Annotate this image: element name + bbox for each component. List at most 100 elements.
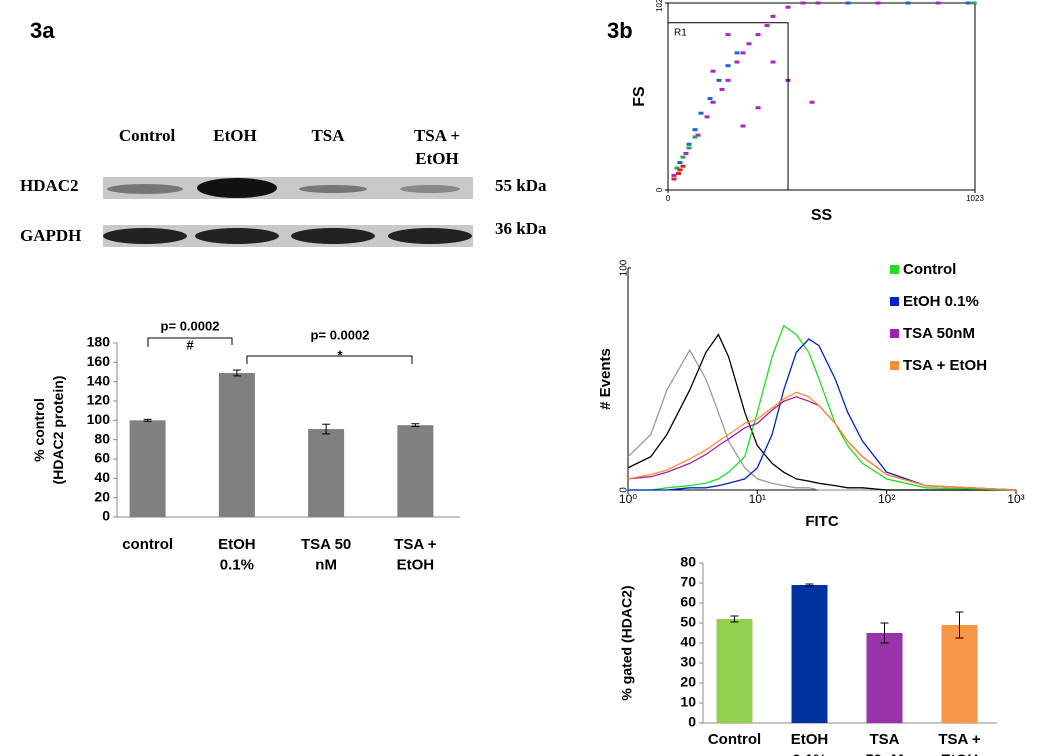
point xyxy=(677,161,683,165)
y-axis-label: % control (HDAC2 protein) xyxy=(31,376,66,485)
panel-label: 3b xyxy=(607,18,633,43)
point xyxy=(740,51,746,55)
series-line xyxy=(628,338,1017,491)
y-tick-label: 140 xyxy=(87,372,111,388)
series-line xyxy=(628,324,1017,491)
point xyxy=(725,78,731,82)
legend-swatch xyxy=(890,265,899,274)
band xyxy=(299,185,367,193)
y-tick-label: 120 xyxy=(87,392,111,408)
x-tick-label: TSA 50 nM xyxy=(301,536,351,573)
point xyxy=(785,5,791,9)
blot-strip xyxy=(103,225,473,247)
point xyxy=(725,64,731,68)
y-tick-label: 0 xyxy=(655,187,664,192)
point xyxy=(770,14,776,18)
point xyxy=(704,115,710,119)
band xyxy=(195,228,279,244)
y-tick-label: 60 xyxy=(94,450,110,466)
bar xyxy=(791,585,828,723)
point xyxy=(674,166,680,170)
point xyxy=(845,1,851,5)
x-tick-label: TSA +EtOH xyxy=(938,731,981,756)
point xyxy=(716,78,722,82)
y-axis-label: FS xyxy=(631,86,648,107)
y-axis-label: # Events xyxy=(597,348,614,410)
point xyxy=(671,173,677,177)
annotation: * xyxy=(337,347,343,362)
point xyxy=(677,168,683,172)
y-tick-label: 20 xyxy=(94,488,110,504)
series-line xyxy=(627,391,1017,491)
plot-frame xyxy=(667,2,976,191)
x-tick-label: 10⁰ xyxy=(619,492,637,506)
point xyxy=(719,87,725,91)
band xyxy=(291,228,375,244)
legend-swatch xyxy=(890,329,899,338)
y-tick-label: 0 xyxy=(688,714,696,730)
y-tick-label: 100 xyxy=(87,411,111,427)
x-tick-label: TSA +EtOH xyxy=(394,536,437,573)
x-tick-label: 10² xyxy=(878,492,895,506)
legend-swatch xyxy=(890,361,899,370)
blot-strip xyxy=(103,177,473,199)
x-axis-label: FITC xyxy=(805,513,838,530)
band xyxy=(400,185,460,193)
bar xyxy=(308,429,345,517)
y-tick-label: 0 xyxy=(102,508,110,524)
annotation: p= 0.0002 xyxy=(311,327,370,342)
point xyxy=(710,69,716,73)
band xyxy=(388,228,472,244)
y-tick-label: 70 xyxy=(680,574,696,590)
y-tick-label: 100 xyxy=(619,259,630,276)
y-tick-label: 10 xyxy=(680,694,696,710)
x-tick-label: 1023 xyxy=(966,194,984,203)
lane-label: TSA + EtOH xyxy=(414,126,460,168)
gate xyxy=(667,22,789,191)
point xyxy=(692,135,698,139)
lane-label: EtOH xyxy=(213,126,256,145)
point xyxy=(686,142,692,146)
x-tick-label: 10³ xyxy=(1007,492,1024,506)
point xyxy=(707,97,713,101)
band xyxy=(107,184,183,194)
y-tick-label: 50 xyxy=(680,614,696,630)
y-tick-label: 40 xyxy=(94,469,110,485)
bar xyxy=(941,625,978,723)
point xyxy=(692,128,698,132)
point xyxy=(698,111,704,115)
bar xyxy=(129,420,166,517)
y-tick-label: 60 xyxy=(680,594,696,610)
point xyxy=(740,124,746,128)
series-line xyxy=(627,396,1017,491)
y-tick-label: 30 xyxy=(680,654,696,670)
legend-label: Control xyxy=(903,261,956,278)
row-label: GAPDH xyxy=(20,226,81,245)
annotation: # xyxy=(186,337,194,352)
series-line xyxy=(627,333,1016,491)
bar xyxy=(218,372,255,517)
point xyxy=(755,106,761,110)
point xyxy=(671,177,677,181)
point xyxy=(683,151,689,155)
point xyxy=(676,172,682,176)
bracket xyxy=(147,337,233,347)
gate-label: R1 xyxy=(674,27,687,38)
annotation: p= 0.0002 xyxy=(161,318,220,333)
point xyxy=(935,1,941,5)
row-label: HDAC2 xyxy=(20,176,79,195)
point xyxy=(800,1,806,5)
point xyxy=(680,155,686,159)
point xyxy=(734,51,740,55)
point xyxy=(905,1,911,5)
y-axis-label: % gated (HDAC2) xyxy=(619,585,635,700)
lane-label: Control xyxy=(119,126,176,145)
x-tick-label: 0 xyxy=(666,194,671,203)
x-tick-label: 10¹ xyxy=(749,492,766,506)
legend-label: TSA + EtOH xyxy=(903,357,987,374)
y-tick-label: 180 xyxy=(87,334,111,350)
